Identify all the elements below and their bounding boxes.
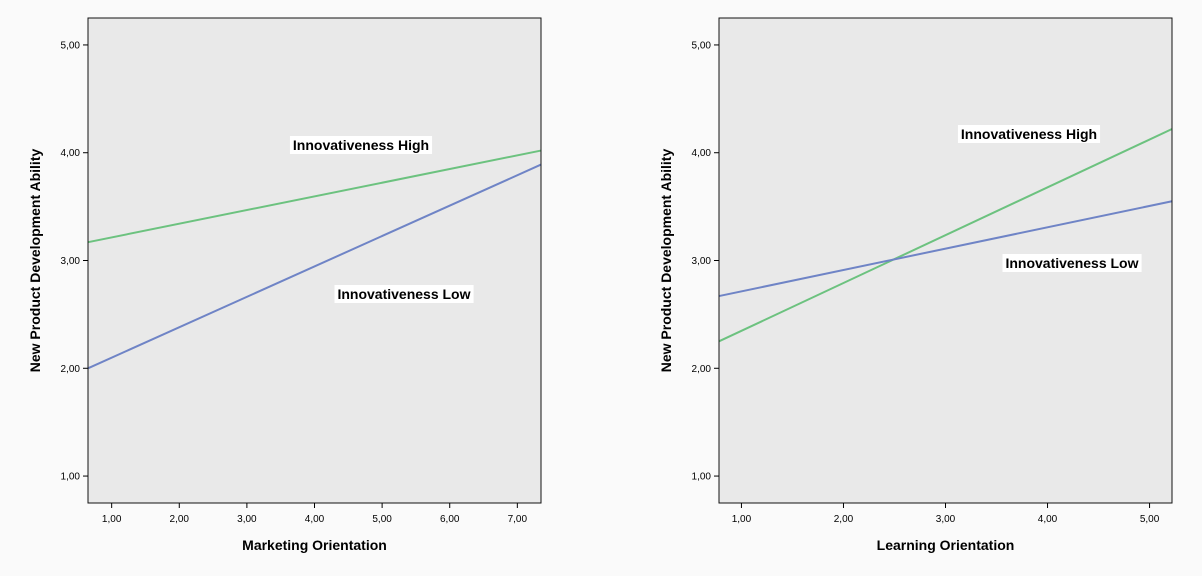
chart-1-x-tick-label: 1,00 (102, 514, 122, 525)
chart-1-x-tick-label: 4,00 (305, 514, 325, 525)
chart-2-series-line-low (718, 200, 1173, 298)
chart-1-series-label-bg (289, 136, 433, 154)
chart-1-x-tick-label: 5,00 (372, 514, 392, 525)
chart-1-series-line-low (87, 163, 542, 370)
chart-1-series-label-bg (334, 285, 474, 303)
chart-1-plot-area (88, 18, 541, 503)
chart-1-series-label-high: Innovativeness High (293, 137, 429, 153)
chart-2-series-label-low: Innovativeness Low (1005, 255, 1138, 271)
chart-2-x-tick-label: 3,00 (936, 514, 956, 525)
chart-2-series-label-bg (957, 125, 1101, 143)
chart-1-y-tick-label: 1,00 (61, 472, 81, 483)
chart-1-x-tick-label: 2,00 (170, 514, 190, 525)
chart-2-y-tick-label: 3,00 (692, 256, 712, 267)
chart-2-x-axis-title: Learning Orientation (877, 537, 1015, 553)
chart-2-series-label-high: Innovativeness High (961, 126, 1097, 142)
chart-1-x-tick-label: 6,00 (440, 514, 460, 525)
chart-1-y-tick-label: 2,00 (61, 364, 81, 375)
chart-2-x-tick-label: 2,00 (834, 514, 854, 525)
chart-2-y-tick-label: 2,00 (692, 364, 712, 375)
chart-1-y-tick-label: 4,00 (61, 148, 81, 159)
chart-1-x-tick-label: 7,00 (508, 514, 528, 525)
chart-1-y-tick-label: 3,00 (61, 256, 81, 267)
chart-1-y-axis-title: New Product Development Ability (27, 149, 43, 373)
chart-2-y-tick-label: 5,00 (692, 40, 712, 51)
chart-1-x-tick-label: 3,00 (237, 514, 257, 525)
chart-2-y-tick-label: 1,00 (692, 472, 712, 483)
chart-1-x-axis-title: Marketing Orientation (242, 537, 387, 553)
chart-2-series-line-high (718, 128, 1173, 343)
chart-2-y-axis-title: New Product Development Ability (658, 149, 674, 373)
chart-2-x-tick-label: 4,00 (1038, 514, 1058, 525)
chart-2-x-tick-label: 5,00 (1140, 514, 1160, 525)
chart-1-y-tick-label: 5,00 (61, 40, 81, 51)
chart-1-series-line-high (87, 149, 542, 244)
chart-2-y-tick-label: 4,00 (692, 148, 712, 159)
chart-1-series-label-low: Innovativeness Low (337, 286, 470, 302)
chart-2-x-tick-label: 1,00 (732, 514, 752, 525)
chart-2-series-label-bg (1002, 254, 1142, 272)
